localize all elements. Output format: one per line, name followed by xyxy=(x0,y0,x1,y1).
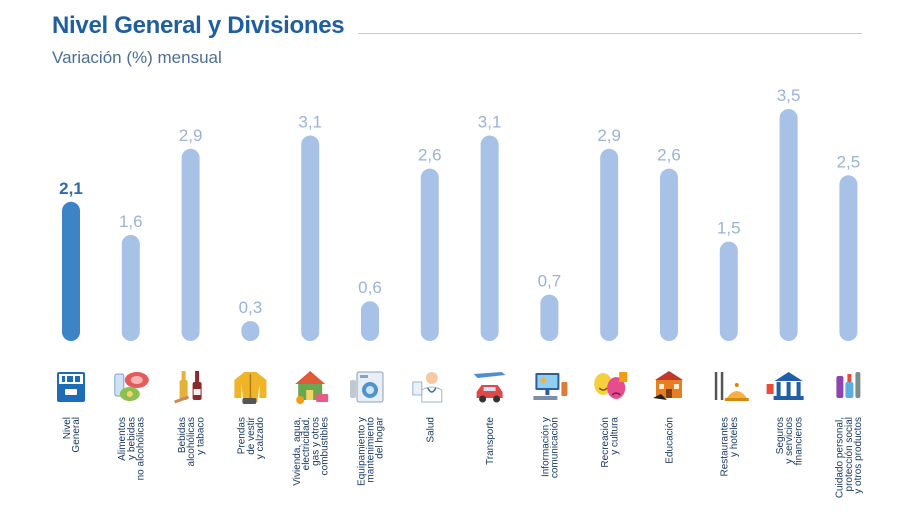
category-label-line: mantenimiento xyxy=(366,417,377,483)
value-label-salud: 2,6 xyxy=(418,146,442,165)
value-label-educacion: 2,6 xyxy=(657,146,681,165)
category-label-line: alcohólicas xyxy=(186,417,197,466)
bar-recreacion-y-cultura xyxy=(600,148,619,341)
category-label-line: Bebidas xyxy=(177,417,188,453)
bar-salud xyxy=(420,168,439,341)
washing-machine-icon xyxy=(350,371,384,403)
value-label-recreacion-y-cultura: 2,9 xyxy=(597,126,621,145)
cutlery-icon xyxy=(714,372,749,401)
category-label-line: protección social xyxy=(844,417,855,491)
category-label-line: Restaurantes xyxy=(720,417,731,476)
category-label-line: Recreación xyxy=(600,417,611,468)
bar-alimentos-y-bebidas-no-alcoholicas xyxy=(121,234,140,341)
personal-care-icon xyxy=(836,372,861,398)
bar-seguros-y-servicios-financieros xyxy=(779,109,798,341)
bottles-icon xyxy=(174,371,202,404)
category-label-line: Cuidado personal, xyxy=(835,417,846,498)
category-label-transporte: Transporte xyxy=(485,417,496,465)
bar-bebidas-alcoholicas-y-tabaco xyxy=(181,148,200,341)
computer-icon xyxy=(533,373,568,400)
category-label-line: Educación xyxy=(665,417,676,464)
bar-restaurantes-y-hoteles xyxy=(719,241,738,341)
chart-subtitle: Variación (%) mensual xyxy=(52,48,222,67)
school-building-icon xyxy=(653,371,683,400)
category-label-line: combustibles xyxy=(320,417,331,475)
category-label-line: Información y xyxy=(540,417,551,477)
bar-informacion-y-comunicacion xyxy=(540,294,559,341)
category-label-line: no alcohólicas xyxy=(136,417,147,480)
category-label-line: gas y otros xyxy=(310,417,321,466)
category-label-line: electricidad, xyxy=(301,417,312,470)
value-label-vivienda-agua-electricidad-gas-y-otros-combustibles: 3,1 xyxy=(298,113,322,132)
ipc-ba-logo-icon xyxy=(57,372,85,402)
bar-vivienda-agua-electricidad-gas-y-otros-combustibles xyxy=(301,135,320,341)
category-label-educacion: Educación xyxy=(665,417,676,464)
value-label-equipamiento-y-mantenimiento-del-hogar: 0,6 xyxy=(358,278,382,297)
category-label-line: de vestir xyxy=(246,416,257,454)
bar-educacion xyxy=(660,168,678,341)
bar-cuidado-personal-proteccion-social-y-otros-productos xyxy=(839,175,858,341)
category-label-line: Prendas xyxy=(237,417,248,454)
value-label-nivel-general: 2,1 xyxy=(59,179,83,198)
category-label-line: Salud xyxy=(425,417,436,443)
value-label-cuidado-personal-proteccion-social-y-otros-productos: 2,5 xyxy=(837,152,861,171)
category-label-line: y bebidas xyxy=(126,417,137,460)
category-label-line: Equipamiento y xyxy=(356,417,367,486)
category-label-line: Alimentos xyxy=(117,417,128,461)
category-label-line: Vivienda, agua, xyxy=(292,417,303,486)
category-label-line: y hoteles xyxy=(729,417,740,457)
category-label-line: Nivel xyxy=(62,417,73,439)
value-label-informacion-y-comunicacion: 0,7 xyxy=(538,272,562,291)
bar-nivel-general xyxy=(62,201,80,341)
bank-icon xyxy=(766,372,804,400)
transport-icon xyxy=(473,372,506,403)
chart-title: Nivel General y Divisiones xyxy=(52,12,345,39)
house-icon xyxy=(295,371,329,404)
category-label-line: y servicios xyxy=(784,417,795,464)
bar-transporte xyxy=(480,135,499,341)
value-label-alimentos-y-bebidas-no-alcoholicas: 1,6 xyxy=(119,212,143,231)
value-label-transporte: 3,1 xyxy=(478,113,502,132)
title-divider xyxy=(358,33,862,34)
category-label-line: financieros xyxy=(793,417,804,465)
value-label-prendas-de-vestir-y-calzado: 0,3 xyxy=(239,298,263,317)
doctor-icon xyxy=(412,372,443,403)
category-label-line: y tabaco xyxy=(195,417,206,455)
category-label-vivienda-agua-electricidad-gas-y-otros-combustibles: Vivienda, agua,electricidad,gas y otrosc… xyxy=(292,417,331,486)
jacket-icon xyxy=(234,372,267,404)
category-label-line: Transporte xyxy=(485,417,496,465)
value-label-bebidas-alcoholicas-y-tabaco: 2,9 xyxy=(179,126,203,145)
category-label-line: y calzado xyxy=(255,417,266,460)
category-label-line: del hogar xyxy=(375,416,386,458)
bar-prendas-de-vestir-y-calzado xyxy=(241,321,260,341)
category-label-line: comunicación xyxy=(550,417,561,478)
category-label-line: Seguros xyxy=(775,417,786,454)
food-icon xyxy=(114,372,149,401)
bar-equipamiento-y-mantenimiento-del-hogar xyxy=(361,301,379,341)
category-label-salud: Salud xyxy=(425,417,436,443)
category-label-line: y otros productos xyxy=(853,417,864,494)
theater-masks-icon xyxy=(594,372,628,399)
category-label-line: y cultura xyxy=(609,417,620,455)
value-label-restaurantes-y-hoteles: 1,5 xyxy=(717,219,741,238)
category-label-line: General xyxy=(71,417,82,453)
value-label-seguros-y-servicios-financieros: 3,5 xyxy=(777,86,801,105)
